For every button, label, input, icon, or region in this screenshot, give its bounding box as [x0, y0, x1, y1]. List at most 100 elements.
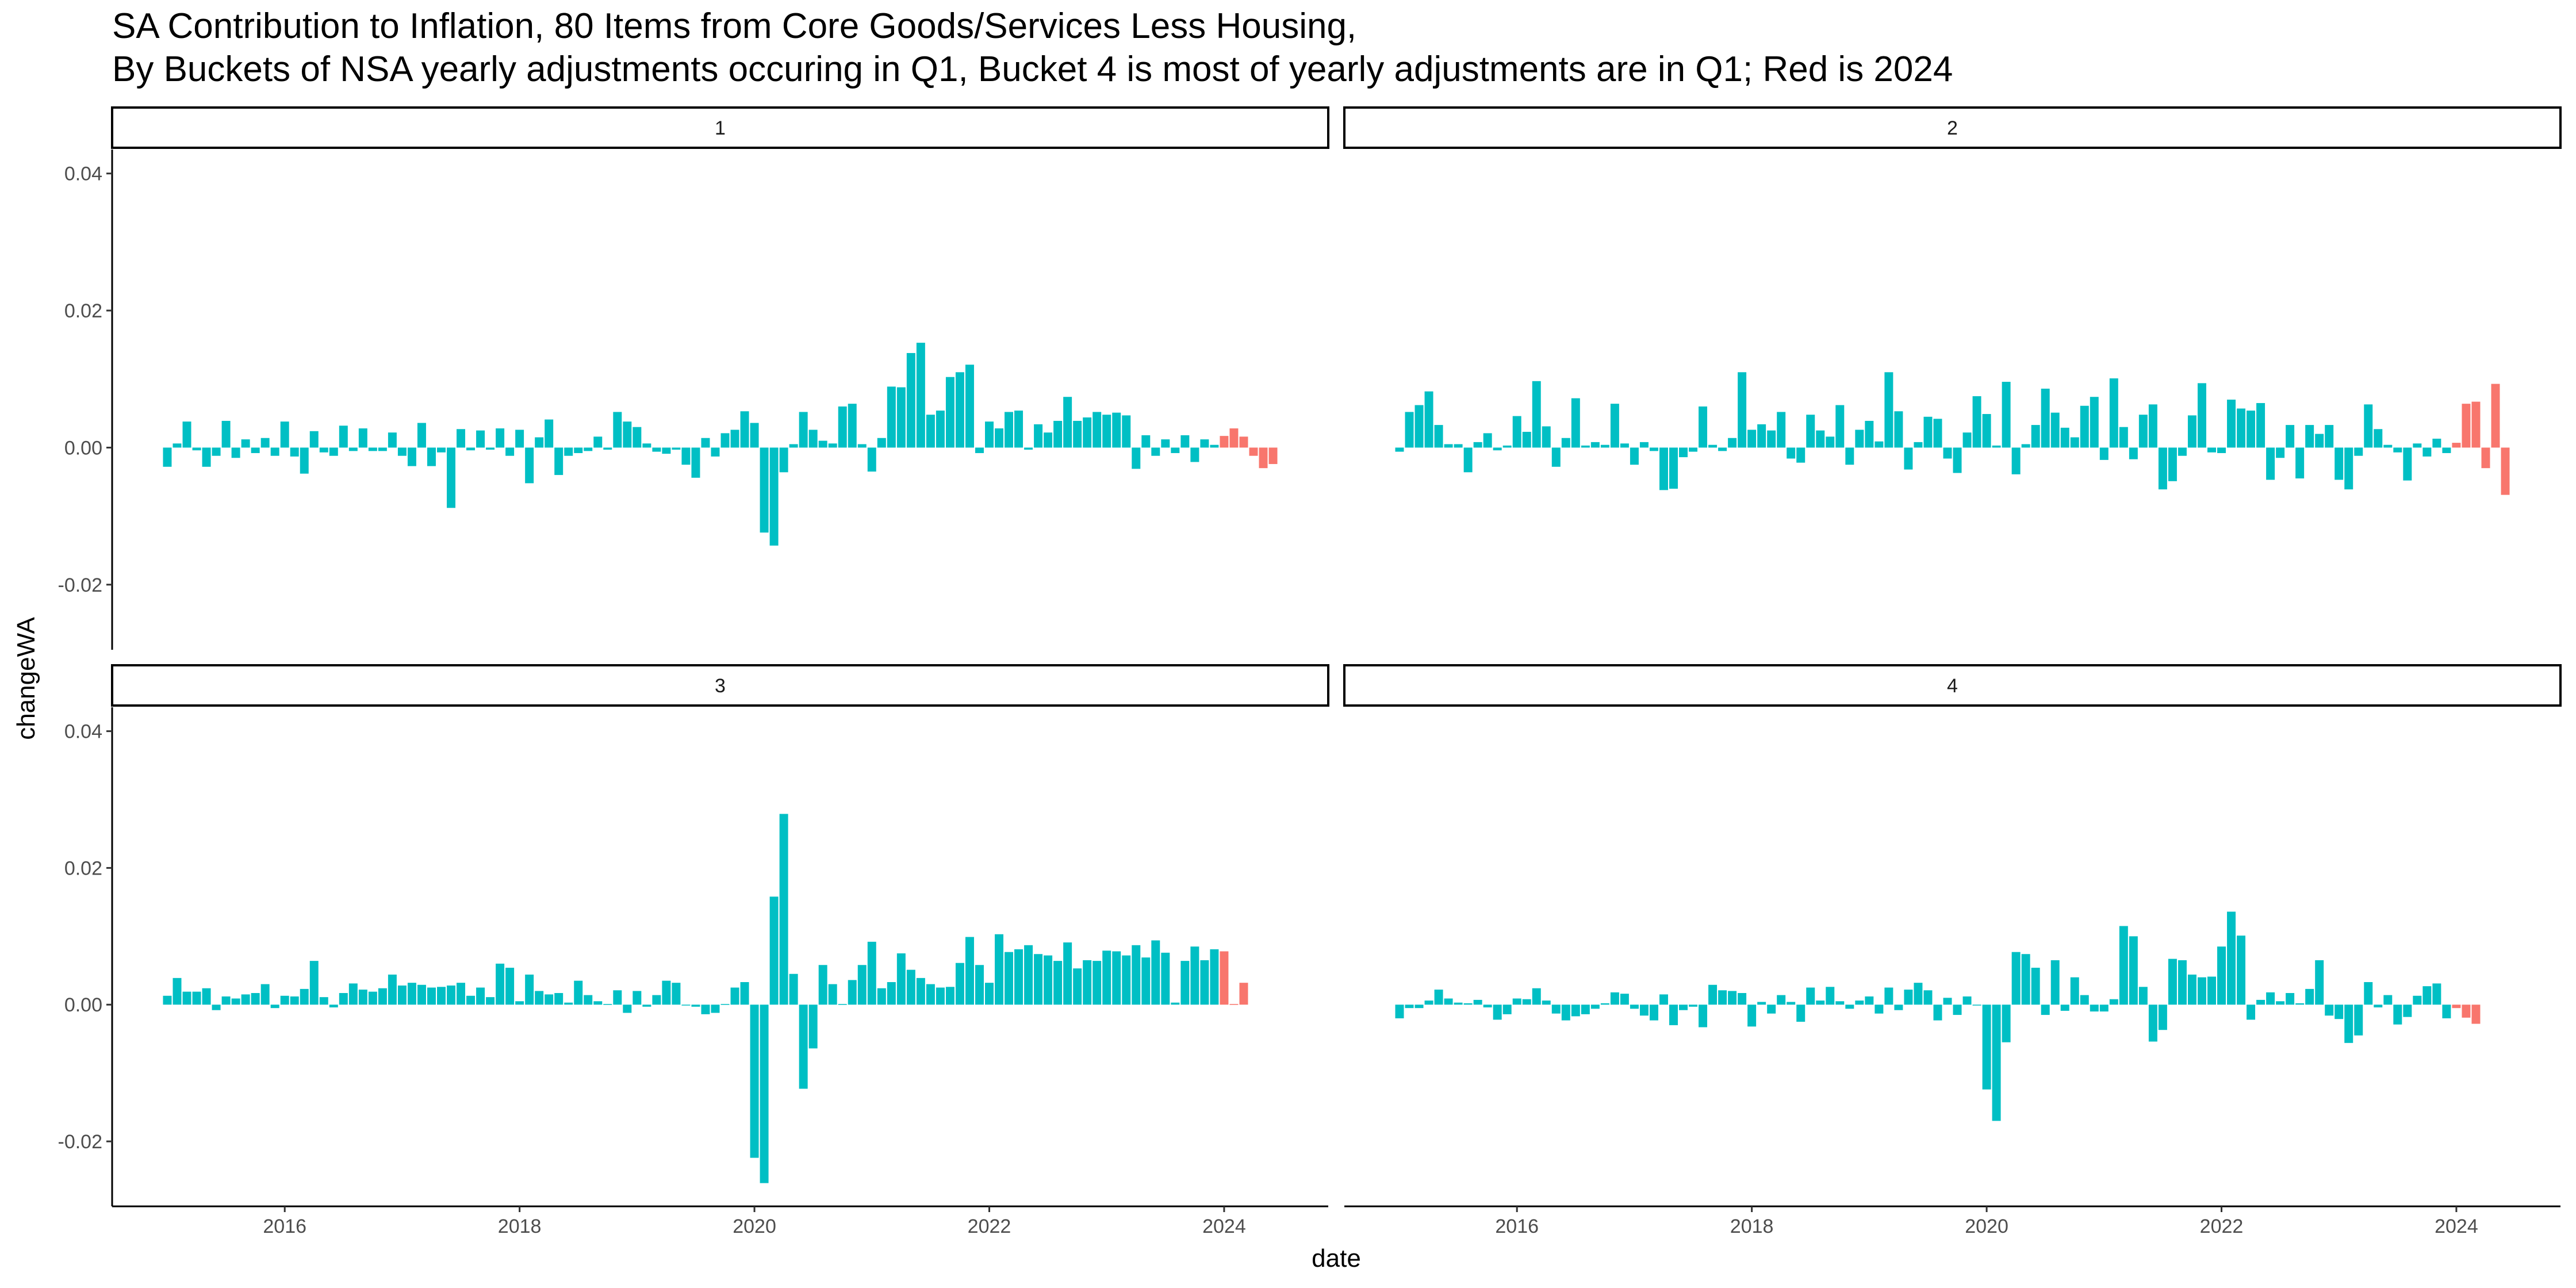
bar	[1220, 436, 1229, 448]
bar	[1943, 447, 1952, 459]
bar	[1923, 990, 1933, 1005]
facet-strip-label-1: 1	[715, 117, 726, 139]
bar	[2432, 438, 2441, 448]
bar	[652, 447, 661, 452]
bar	[515, 1001, 524, 1005]
x-tick-label: 2018	[498, 1216, 542, 1237]
bar	[867, 447, 876, 472]
bar	[1835, 405, 1845, 448]
x-tick-label: 2024	[2435, 1216, 2478, 1237]
bar	[1738, 372, 1747, 448]
bar	[672, 447, 681, 450]
bar	[1542, 1000, 1551, 1005]
bar	[2129, 936, 2138, 1005]
bar	[1005, 412, 1014, 448]
bar	[662, 980, 671, 1005]
x-tick-label: 2018	[1730, 1216, 1774, 1237]
title-line-2: By Buckets of NSA yearly adjustments occ…	[112, 49, 1953, 89]
bar	[2217, 946, 2226, 1005]
bar	[1268, 447, 1278, 465]
bar	[1522, 999, 1531, 1005]
bar	[1112, 951, 1121, 1005]
bar	[2422, 986, 2432, 1005]
bar	[1151, 940, 1160, 1005]
bar	[1493, 447, 1502, 451]
bar	[2060, 427, 2069, 448]
bar	[1532, 381, 1541, 448]
bar	[838, 1004, 847, 1005]
bar	[1024, 447, 1033, 450]
bar	[1200, 960, 1209, 1005]
bar	[613, 412, 622, 448]
bar	[1767, 430, 1776, 448]
bar	[574, 980, 583, 1005]
bar	[2266, 447, 2275, 480]
bar	[955, 963, 964, 1005]
bar	[1044, 955, 1053, 1005]
bar	[554, 447, 564, 476]
bar	[1689, 1005, 1698, 1007]
bar	[1962, 996, 1972, 1005]
bar	[613, 990, 622, 1005]
bar	[769, 896, 779, 1005]
bar	[720, 433, 730, 448]
bar	[1483, 433, 1492, 448]
bar	[740, 982, 749, 1005]
bar	[221, 996, 231, 1005]
bar	[1747, 1005, 1757, 1027]
bar	[525, 974, 534, 1005]
x-axis-title: date	[1312, 1244, 1361, 1272]
bar	[2031, 968, 2040, 1005]
bar	[1845, 447, 1854, 465]
bar	[407, 447, 416, 466]
x-tick-label: 2020	[733, 1216, 776, 1237]
bar	[2383, 444, 2393, 448]
bar	[1424, 391, 1433, 448]
bar	[2148, 1005, 2157, 1042]
bar	[545, 419, 554, 448]
bar	[1414, 405, 1424, 448]
bar	[202, 447, 211, 467]
bar	[1816, 1000, 1825, 1005]
bar	[945, 987, 954, 1005]
bar	[1581, 445, 1590, 448]
bar	[2315, 434, 2324, 448]
bar	[1953, 447, 1962, 473]
bar	[2276, 1001, 2285, 1005]
bar	[1874, 1005, 1884, 1014]
bar	[476, 430, 485, 448]
bar	[1718, 447, 1727, 451]
bar	[1884, 372, 1893, 448]
bar	[496, 963, 505, 1005]
bar	[1620, 443, 1629, 448]
bar	[2413, 443, 2422, 448]
bar	[1914, 983, 1923, 1005]
bar	[818, 440, 827, 448]
bar	[1083, 417, 1092, 448]
bar	[2491, 384, 2500, 448]
bar	[515, 430, 524, 448]
bar	[1855, 430, 1864, 448]
bar	[1239, 983, 1248, 1005]
bar	[1063, 397, 1072, 448]
bar	[1210, 949, 1219, 1005]
bar	[1073, 968, 1082, 1005]
bar	[2070, 977, 2079, 1005]
bar	[397, 985, 407, 1005]
bar	[2471, 401, 2481, 448]
bar	[172, 443, 182, 448]
bar	[1639, 1005, 1649, 1016]
bar	[955, 372, 964, 448]
bar	[1083, 960, 1092, 1005]
chart-title: SA Contribution to Inflation, 80 Items f…	[112, 5, 1953, 91]
bar	[251, 993, 260, 1005]
bar	[779, 814, 788, 1005]
bar	[2403, 1005, 2412, 1017]
bar	[779, 447, 788, 473]
bar	[270, 1005, 279, 1009]
bar	[2286, 425, 2295, 448]
x-tick-label: 2024	[1202, 1216, 1246, 1237]
bar	[1590, 1005, 1600, 1009]
bar	[368, 447, 377, 451]
bar	[1787, 447, 1796, 459]
